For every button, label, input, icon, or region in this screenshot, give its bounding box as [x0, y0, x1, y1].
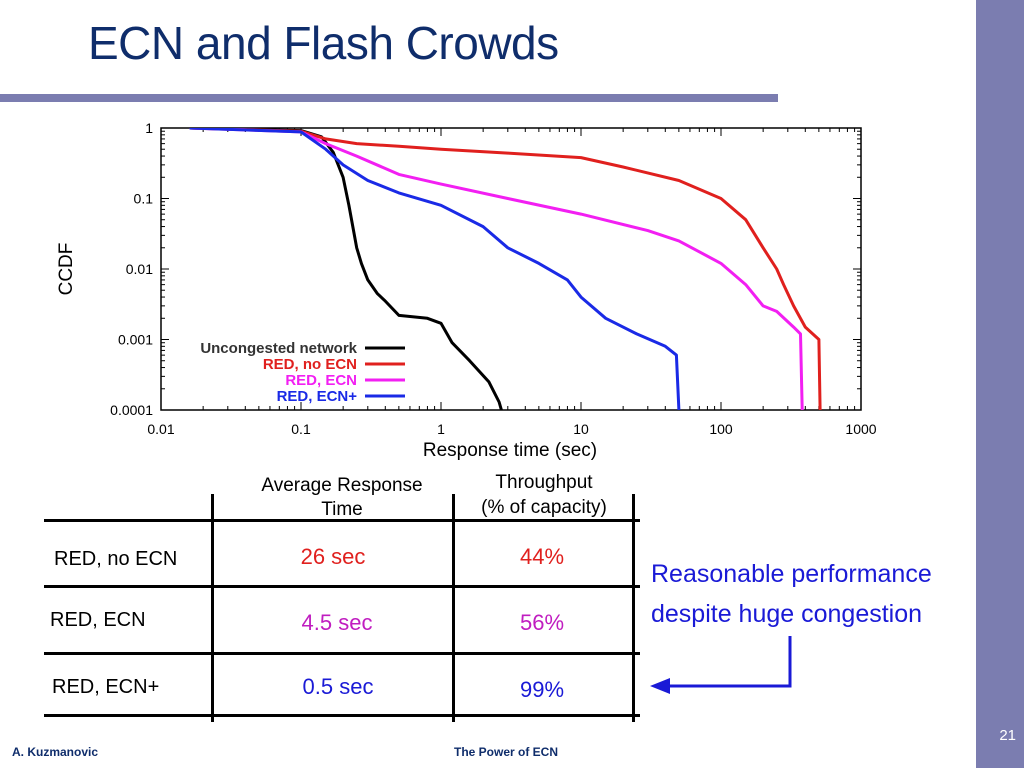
slide-title: ECN and Flash Crowds — [88, 17, 559, 69]
title-underline — [0, 94, 778, 102]
y-tick-label: 0.0001 — [110, 402, 153, 418]
callout-arrow-head — [650, 678, 670, 694]
table-col-divider — [452, 494, 455, 722]
col-header-response-line1: Average Response — [261, 475, 423, 496]
legend-label: RED, no ECN — [263, 356, 357, 373]
x-tick-label: 1 — [437, 421, 445, 437]
table-header-rule — [44, 519, 640, 522]
legend-label: RED, ECN — [285, 372, 357, 389]
callout-arrow — [650, 636, 792, 694]
table-col-divider — [632, 494, 635, 722]
y-tick-label: 1 — [145, 120, 153, 136]
row-label: RED, ECN — [50, 609, 146, 631]
col-header-response: Average Response Time — [232, 474, 452, 522]
ccdf-chart: 0.01 0.1 1 10 100 1000 1 0.1 0.01 0.001 0.0001 Unc… — [56, 120, 877, 461]
callout-arrow-line — [668, 636, 792, 688]
row-response-value: 0.5 sec — [302, 674, 374, 699]
table-bottom-rule — [44, 714, 640, 717]
note-line-2: despite huge congestion — [651, 600, 923, 628]
series-line — [189, 128, 822, 410]
col-header-response-line2: Time — [321, 499, 363, 520]
x-tick-label: 0.01 — [147, 421, 174, 437]
row-throughput-value: 44% — [519, 544, 565, 569]
col-header-throughput: Throughput (% of capacity) — [456, 470, 632, 520]
row-response-value: 4.5 sec — [301, 610, 373, 635]
x-tick-label: 1000 — [845, 421, 876, 437]
table-row-divider — [44, 585, 640, 588]
series-line — [189, 128, 503, 410]
x-tick-label: 100 — [709, 421, 733, 437]
legend-label: RED, ECN+ — [277, 388, 358, 405]
row-throughput-value: 56% — [519, 610, 565, 635]
table-col-divider — [211, 494, 214, 722]
row-throughput-value: 99% — [519, 677, 565, 702]
table-row-divider — [44, 652, 640, 655]
footer-author: A. Kuzmanovic — [12, 745, 99, 759]
page-number: 21 — [999, 727, 1016, 744]
footer-talk-title: The Power of ECN — [454, 745, 559, 759]
y-axis-label: CCDF — [56, 243, 77, 296]
x-axis-label: Response time (sec) — [423, 440, 597, 461]
series-line — [189, 128, 804, 410]
x-tick-label: 10 — [573, 421, 589, 437]
row-label: RED, ECN+ — [52, 676, 160, 698]
y-tick-label: 0.001 — [118, 332, 153, 348]
col-header-throughput-line1: Throughput — [495, 472, 593, 493]
row-response-value: 26 sec — [300, 544, 366, 569]
series-line — [189, 128, 681, 410]
note-line-1: Reasonable performance — [651, 560, 932, 588]
row-label: RED, no ECN — [54, 548, 178, 570]
right-decor-band — [976, 0, 1024, 768]
legend-label: Uncongested network — [200, 340, 357, 357]
y-tick-label: 0.1 — [134, 191, 154, 207]
y-tick-label: 0.01 — [126, 261, 153, 277]
x-tick-label: 0.1 — [291, 421, 311, 437]
col-header-throughput-line2: (% of capacity) — [481, 497, 607, 518]
